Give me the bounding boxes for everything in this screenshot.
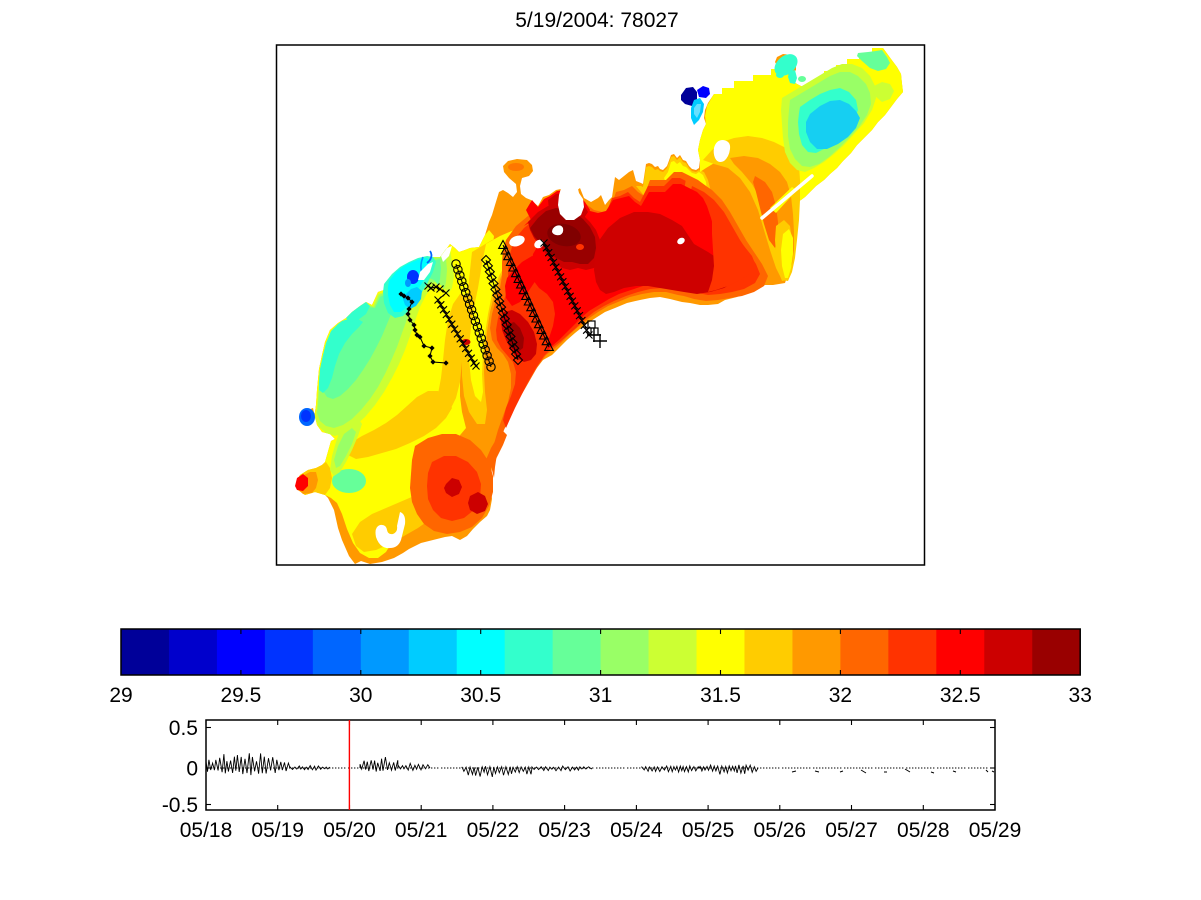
svg-text:5/19/2004: 78027: 5/19/2004: 78027 (515, 9, 679, 32)
svg-text:0.5: 0.5 (169, 717, 198, 740)
svg-text:-0.5: -0.5 (162, 794, 198, 817)
svg-text:30.5: 30.5 (460, 684, 501, 707)
svg-text:0: 0 (186, 758, 198, 781)
svg-text:33: 33 (1069, 684, 1092, 707)
svg-text:29: 29 (109, 684, 132, 707)
svg-text:05/25: 05/25 (682, 819, 735, 842)
svg-text:05/21: 05/21 (395, 819, 448, 842)
svg-text:31: 31 (589, 684, 612, 707)
svg-text:05/20: 05/20 (323, 819, 376, 842)
svg-text:05/28: 05/28 (897, 819, 950, 842)
svg-text:05/26: 05/26 (754, 819, 807, 842)
svg-text:31.5: 31.5 (700, 684, 741, 707)
svg-text:29.5: 29.5 (220, 684, 261, 707)
svg-text:30: 30 (349, 684, 372, 707)
svg-text:05/29: 05/29 (969, 819, 1022, 842)
svg-text:05/22: 05/22 (467, 819, 520, 842)
svg-text:32.5: 32.5 (940, 684, 981, 707)
svg-text:05/23: 05/23 (538, 819, 591, 842)
svg-text:05/27: 05/27 (825, 819, 878, 842)
svg-text:05/19: 05/19 (251, 819, 304, 842)
svg-text:05/18: 05/18 (180, 819, 233, 842)
svg-text:05/24: 05/24 (610, 819, 663, 842)
svg-text:32: 32 (829, 684, 852, 707)
